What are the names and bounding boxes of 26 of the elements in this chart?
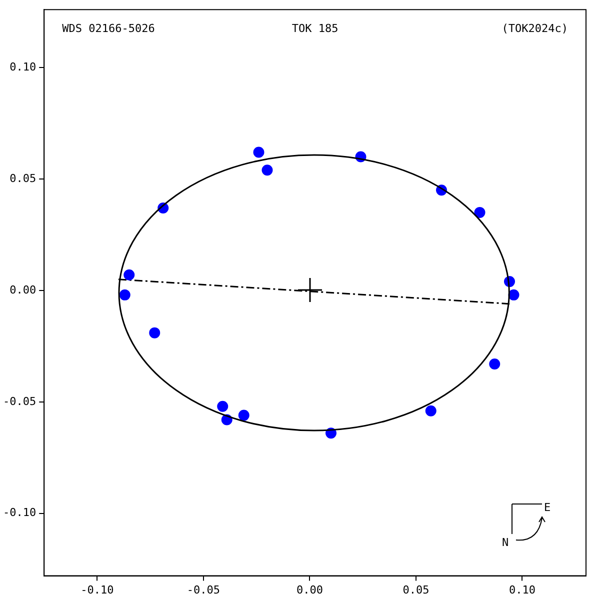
point bbox=[474, 206, 486, 218]
y-tick-label: 0.05 bbox=[10, 172, 36, 185]
text: TOK 185 bbox=[292, 22, 338, 35]
annotation: E bbox=[544, 501, 551, 514]
point bbox=[124, 269, 135, 280]
y-tick-label: -0.05 bbox=[2, 394, 36, 408]
y-tick-label: 0.00 bbox=[10, 283, 36, 296]
point bbox=[489, 358, 500, 370]
x-tick-label: 0.10 bbox=[509, 583, 536, 596]
point bbox=[425, 405, 436, 416]
x-tick-label: 0.00 bbox=[296, 583, 323, 596]
point bbox=[149, 327, 160, 338]
y-tick-label: 0.10 bbox=[10, 60, 36, 74]
x-tick-label: -0.05 bbox=[186, 583, 220, 596]
y-tick-label: -0.10 bbox=[2, 506, 36, 520]
annotation: WDS 02166-5026 bbox=[62, 22, 155, 35]
point bbox=[217, 400, 228, 412]
point bbox=[119, 289, 130, 300]
x-tick-label: -0.10 bbox=[80, 583, 114, 596]
point bbox=[262, 164, 273, 176]
point bbox=[508, 289, 520, 300]
point bbox=[238, 410, 250, 421]
point bbox=[253, 146, 264, 158]
x-tick-label: 0.05 bbox=[402, 583, 430, 596]
annotation: (TOK2024c) bbox=[502, 22, 568, 35]
annotation: N bbox=[502, 536, 509, 549]
